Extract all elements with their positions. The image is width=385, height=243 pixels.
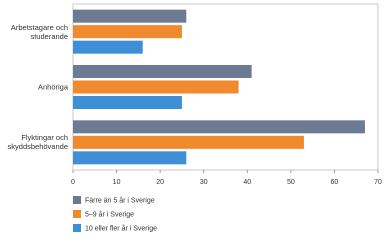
x-tick-label: 60 bbox=[331, 179, 339, 186]
y-tick-label: Flyktingar och skyddsbehövande bbox=[7, 133, 68, 152]
bar bbox=[73, 151, 187, 165]
x-tick-label: 10 bbox=[113, 179, 121, 186]
bar bbox=[73, 65, 252, 78]
bar bbox=[73, 120, 365, 134]
y-tick-label: Anhöriga bbox=[37, 82, 68, 92]
bar bbox=[73, 40, 143, 54]
x-tick-label: 50 bbox=[287, 179, 295, 186]
x-tick-label: 0 bbox=[71, 179, 75, 186]
legend-swatch bbox=[73, 196, 81, 204]
legend-label: Färre än 5 år i Sverige bbox=[85, 196, 155, 204]
bar bbox=[73, 135, 304, 149]
y-tick-label: Arbetstagare och studerande bbox=[10, 22, 68, 41]
bar bbox=[73, 25, 182, 39]
x-tick-label: 30 bbox=[200, 179, 208, 186]
x-tick-label: 70 bbox=[374, 179, 382, 186]
legend-label: 10 eller fler år i Sverige bbox=[85, 224, 157, 232]
x-tick-label: 20 bbox=[156, 179, 164, 186]
legend-label: 5–9 år i Sverige bbox=[85, 210, 134, 218]
x-tick-label: 40 bbox=[243, 179, 251, 186]
bar bbox=[73, 80, 239, 94]
legend-swatch bbox=[73, 224, 81, 232]
bar bbox=[73, 96, 182, 109]
bar bbox=[73, 9, 187, 23]
legend-swatch bbox=[73, 210, 81, 218]
